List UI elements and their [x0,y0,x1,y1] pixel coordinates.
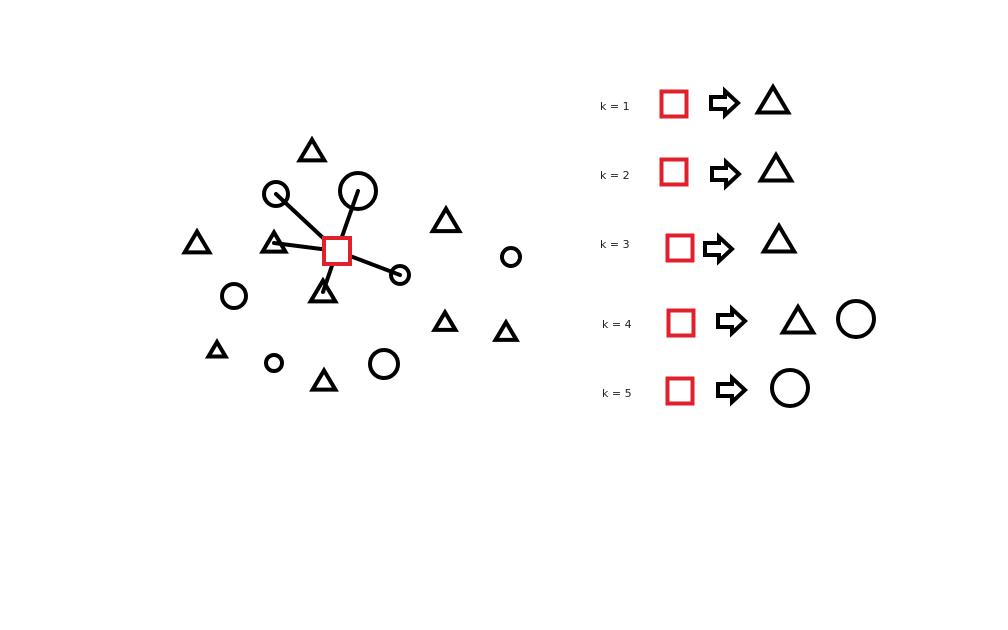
red-square-icon [665,233,695,263]
query-backdrop [324,238,350,264]
legend-row-k3: k = 3 [600,222,798,266]
legend-row-k1: k = 1 [600,83,792,120]
legend-row-k5: k = 5 [602,368,810,408]
red-square-icon [322,236,352,266]
circle-icon [338,171,378,211]
triangle-icon [754,83,792,115]
k-legend: k = 1 k = 2 k = 3 k = 4 k = 5 [600,83,876,408]
right-arrow-icon [710,157,742,191]
triangle-icon [307,276,339,304]
k-label: k = 1 [600,100,630,113]
triangle-icon [431,308,459,332]
circle-icon [262,180,290,208]
query-point [322,236,352,266]
circle-icon [389,264,411,286]
red-square-icon [659,157,689,187]
red-square-icon [665,376,695,406]
red-square-icon [666,308,696,338]
k-label: k = 2 [600,169,630,182]
circle-icon [368,348,400,380]
circle-icon [770,368,810,408]
legend-row-k2: k = 2 [600,151,795,191]
triangle-icon [296,135,328,163]
k-label: k = 4 [602,318,632,331]
triangle-icon [309,366,339,392]
triangle-icon [259,228,289,254]
triangle-icon [757,151,795,183]
k-label: k = 5 [602,387,632,400]
right-arrow-icon [709,86,741,120]
right-arrow-icon [703,232,735,266]
triangle-icon [779,303,817,335]
circle-icon [220,282,248,310]
triangle-icon [429,204,463,234]
triangle-icon [492,318,520,342]
triangle-icon [181,227,213,255]
circle-icon [836,299,876,339]
red-square-icon [659,89,689,119]
triangle-icon [204,338,230,359]
k-label: k = 3 [600,238,630,251]
scatter-points [181,135,522,392]
right-arrow-icon [716,304,748,338]
triangle-icon [760,222,798,254]
right-arrow-icon [716,373,748,407]
legend-row-k4: k = 4 [602,299,876,339]
circle-icon [500,246,522,268]
circle-icon [264,353,284,373]
